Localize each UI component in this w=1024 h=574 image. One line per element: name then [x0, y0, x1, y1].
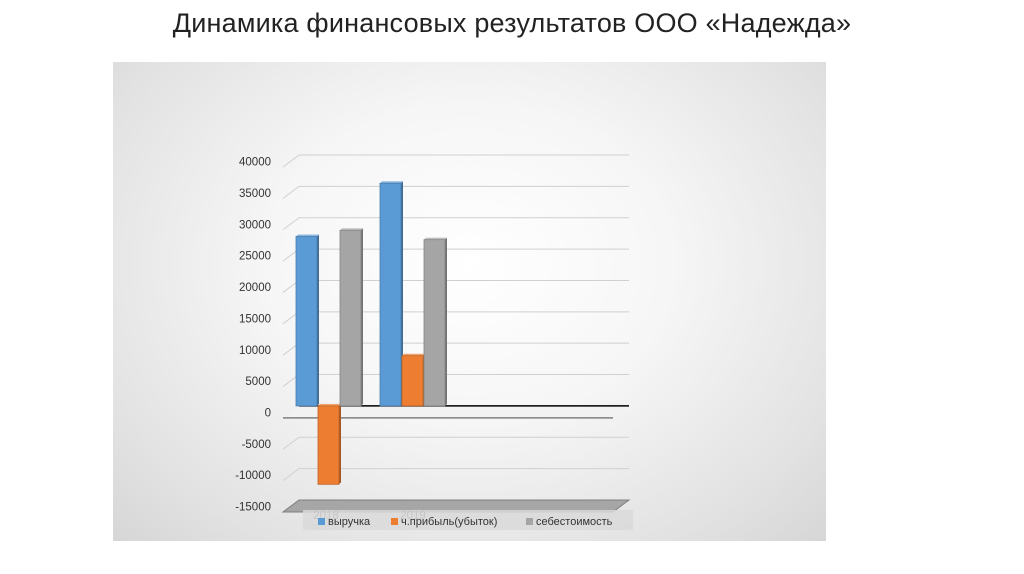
y-tick-label: 0	[265, 408, 271, 420]
gridline	[282, 185, 629, 199]
zero-plane	[283, 405, 629, 418]
bar	[317, 403, 341, 485]
y-tick-label: -10000	[235, 470, 271, 482]
bar-top	[380, 181, 403, 184]
chart-area: 40000 35000 30000 25000 20000 15000 10000 5000 0…	[113, 62, 826, 541]
bar	[379, 181, 403, 407]
bar-chart: 40000 35000 30000 25000 20000 15000 10000 5000 0…	[235, 154, 633, 530]
legend-swatch	[526, 518, 533, 525]
gridline	[282, 248, 629, 262]
y-tick-label: 5000	[245, 376, 271, 388]
bar-front	[401, 355, 424, 407]
bar-top	[340, 228, 363, 231]
bar-front	[423, 239, 446, 407]
y-tick-label: 20000	[239, 282, 271, 294]
y-tick-label: -5000	[242, 439, 271, 451]
bar	[295, 234, 319, 407]
legend-box	[303, 510, 633, 530]
y-axis: 40000 35000 30000 25000 20000 15000 10000 5000 0…	[235, 157, 271, 514]
bar-side	[339, 403, 341, 485]
bar-top	[424, 237, 447, 240]
gridline	[282, 311, 629, 325]
gridline	[282, 468, 629, 482]
bar-front	[295, 236, 318, 407]
bar-side	[401, 181, 403, 406]
y-tick-label: 40000	[239, 157, 271, 169]
gridline	[282, 279, 629, 293]
bar-front	[339, 229, 362, 407]
gridline	[282, 374, 629, 387]
bar-side	[361, 228, 363, 406]
legend: выручка ч.прибыль(убыток) себестоимость	[303, 510, 633, 530]
bar-top	[296, 234, 319, 237]
legend-swatch	[318, 518, 325, 525]
bar	[339, 228, 363, 407]
bar	[423, 237, 447, 407]
bar-top	[318, 403, 341, 406]
bar	[401, 353, 425, 407]
gridline	[282, 436, 629, 450]
bar-side	[445, 237, 447, 406]
y-tick-label: 15000	[239, 313, 271, 325]
bar-top	[402, 353, 425, 356]
legend-swatch	[391, 518, 398, 525]
y-tick-label: 30000	[239, 219, 271, 231]
bars	[295, 181, 447, 485]
legend-label: себестоимость	[536, 516, 613, 528]
page-title: Динамика финансовых результатов ООО «Над…	[172, 8, 852, 38]
legend-label: ч.прибыль(убыток)	[401, 516, 497, 528]
bar-side	[317, 234, 319, 406]
y-tick-label: 10000	[239, 345, 271, 357]
gridline	[282, 154, 629, 168]
legend-label: выручка	[328, 516, 371, 528]
y-tick-label: 35000	[239, 188, 271, 200]
bar-front	[379, 182, 402, 407]
bar-front	[317, 405, 340, 485]
gridline	[282, 217, 629, 231]
y-tick-label: 25000	[239, 251, 271, 263]
gridline	[282, 342, 629, 356]
y-tick-label: -15000	[235, 502, 271, 514]
